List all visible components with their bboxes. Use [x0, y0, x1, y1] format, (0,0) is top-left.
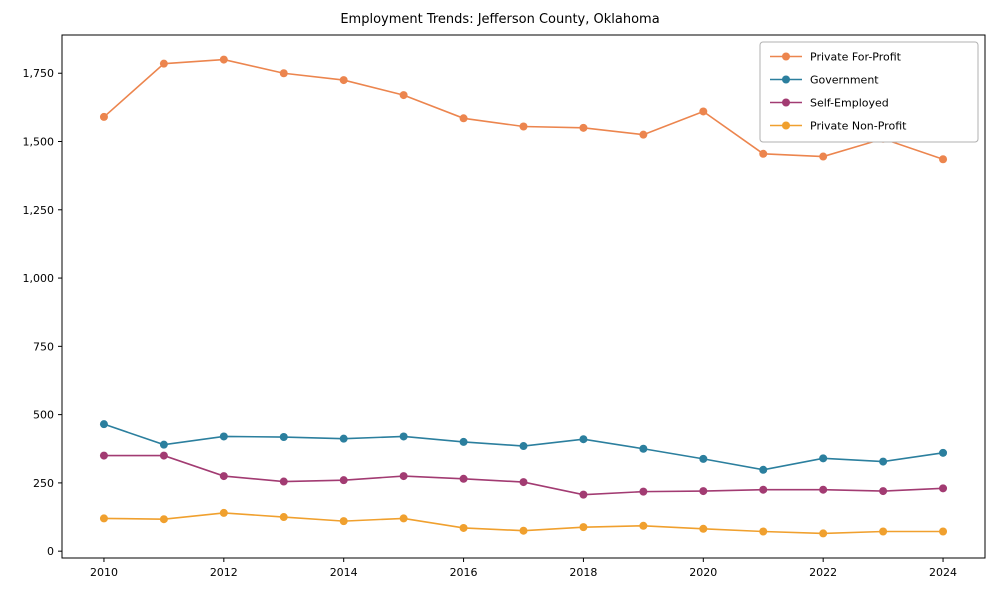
data-point: [639, 487, 648, 496]
data-point: [399, 91, 408, 100]
data-point: [339, 76, 348, 85]
data-point: [819, 529, 828, 538]
data-point: [219, 432, 228, 441]
legend-marker-sample: [782, 121, 790, 130]
data-point: [939, 527, 948, 536]
data-point: [159, 451, 168, 460]
x-tick-label: 2018: [569, 566, 597, 579]
legend-marker-sample: [782, 98, 790, 107]
data-point: [219, 55, 228, 64]
y-tick-label: 250: [33, 477, 54, 490]
data-point: [99, 451, 108, 460]
chart-title: Employment Trends: Jefferson County, Okl…: [340, 12, 660, 27]
y-tick-label: 1,500: [23, 136, 55, 149]
data-point: [459, 114, 468, 123]
data-point: [639, 521, 648, 530]
x-tick-label: 2010: [90, 566, 118, 579]
data-point: [159, 440, 168, 449]
legend-box: [759, 41, 979, 143]
data-point: [339, 517, 348, 526]
y-tick-label: 1,750: [23, 67, 55, 80]
data-point: [819, 152, 828, 161]
data-point: [639, 130, 648, 139]
data-point: [219, 472, 228, 481]
data-point: [579, 123, 588, 132]
data-point: [879, 527, 888, 536]
data-point: [759, 465, 768, 474]
y-tick-label: 1,000: [23, 272, 55, 285]
y-tick-label: 500: [33, 409, 54, 422]
data-point: [879, 457, 888, 466]
data-point: [759, 485, 768, 494]
data-point: [759, 149, 768, 158]
plot-border: [61, 34, 986, 559]
legend-label: Government: [810, 74, 879, 87]
data-point: [699, 454, 708, 463]
data-point: [579, 490, 588, 499]
data-point: [699, 524, 708, 533]
y-tick-label: 0: [47, 545, 54, 558]
data-point: [399, 472, 408, 481]
data-point: [939, 448, 948, 457]
x-tick-label: 2024: [929, 566, 957, 579]
data-point: [519, 122, 528, 131]
data-point: [759, 527, 768, 536]
x-tick-label: 2012: [210, 566, 238, 579]
data-point: [939, 155, 948, 164]
x-tick-label: 2014: [330, 566, 358, 579]
data-point: [579, 435, 588, 444]
data-point: [279, 513, 288, 522]
x-tick-label: 2020: [689, 566, 717, 579]
legend-marker-sample: [782, 52, 790, 61]
data-point: [399, 514, 408, 523]
data-point: [459, 437, 468, 446]
data-point: [639, 444, 648, 453]
legend-label: Private Non-Profit: [810, 120, 907, 133]
legend-label: Self-Employed: [810, 97, 889, 110]
data-point: [279, 477, 288, 486]
data-point: [519, 526, 528, 535]
data-point: [279, 433, 288, 442]
data-point: [459, 474, 468, 483]
data-point: [99, 420, 108, 429]
legend-label: Private For-Profit: [810, 51, 902, 64]
legend: Private For-Profit Government Self-Employe…: [759, 41, 979, 143]
data-point: [159, 515, 168, 524]
y-tick-label: 1,250: [23, 204, 55, 217]
data-point: [699, 487, 708, 496]
x-tick-label: 2022: [809, 566, 837, 579]
data-point: [519, 478, 528, 487]
data-point: [99, 112, 108, 121]
data-point: [99, 514, 108, 523]
data-point: [939, 484, 948, 493]
series-line-self-employed: [103, 454, 944, 496]
data-point: [519, 442, 528, 451]
data-point: [459, 523, 468, 532]
data-point: [339, 434, 348, 443]
data-point: [339, 476, 348, 485]
data-point: [819, 485, 828, 494]
data-point: [159, 59, 168, 68]
data-point: [819, 454, 828, 463]
x-tick-label: 2016: [450, 566, 478, 579]
legend-marker-sample: [782, 75, 790, 84]
data-point: [279, 69, 288, 78]
data-point: [879, 487, 888, 496]
data-point: [699, 107, 708, 116]
data-point: [579, 523, 588, 532]
y-tick-label: 750: [33, 340, 54, 353]
data-point: [219, 508, 228, 517]
data-point: [399, 432, 408, 441]
